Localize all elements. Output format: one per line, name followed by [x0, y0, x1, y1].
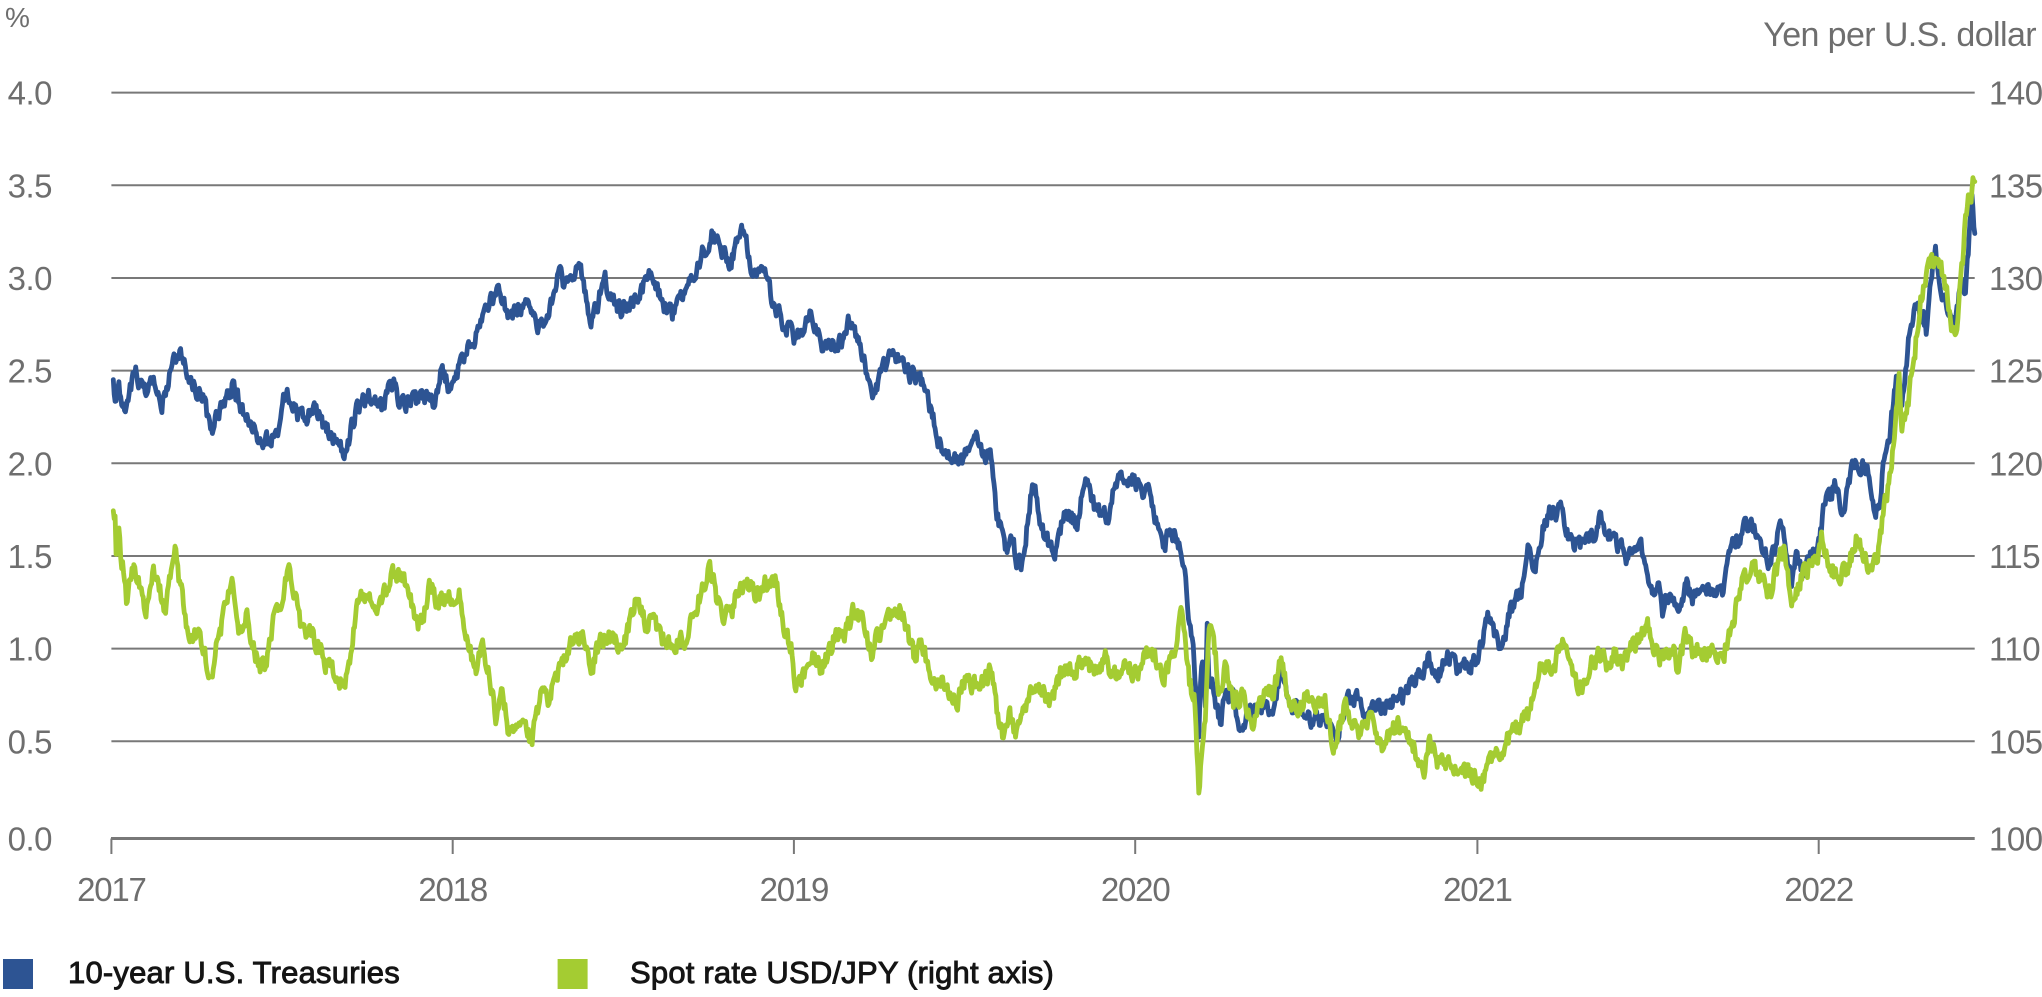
svg-text:2.0: 2.0 [8, 445, 53, 482]
svg-text:2.5: 2.5 [8, 353, 52, 390]
svg-text:3.5: 3.5 [8, 167, 52, 204]
svg-text:105: 105 [1989, 723, 2042, 760]
svg-text:110: 110 [1989, 631, 2040, 668]
svg-text:2018: 2018 [418, 871, 487, 908]
svg-text:0.5: 0.5 [8, 723, 52, 760]
svg-text:0.0: 0.0 [8, 821, 53, 858]
svg-text:2019: 2019 [760, 871, 829, 908]
svg-text:3.0: 3.0 [8, 260, 53, 297]
svg-text:2017: 2017 [77, 871, 146, 908]
svg-text:100: 100 [1989, 821, 2042, 858]
svg-text:10-year U.S. Treasuries: 10-year U.S. Treasuries [68, 955, 400, 990]
svg-text:4.0: 4.0 [8, 75, 53, 112]
svg-text:%: % [5, 2, 30, 33]
svg-text:1.0: 1.0 [8, 631, 53, 668]
svg-text:Yen per U.S. dollar: Yen per U.S. dollar [1763, 16, 2036, 54]
svg-text:115: 115 [1989, 538, 2040, 575]
svg-text:2021: 2021 [1443, 871, 1512, 908]
svg-text:2020: 2020 [1101, 871, 1170, 908]
svg-text:Spot rate USD/JPY (right axis): Spot rate USD/JPY (right axis) [630, 955, 1054, 990]
svg-text:120: 120 [1989, 445, 2042, 482]
svg-text:130: 130 [1989, 260, 2042, 297]
svg-text:135: 135 [1989, 167, 2042, 204]
svg-text:140: 140 [1989, 75, 2042, 112]
svg-text:125: 125 [1989, 353, 2042, 390]
svg-text:1.5: 1.5 [8, 538, 52, 575]
svg-text:2022: 2022 [1784, 871, 1853, 908]
